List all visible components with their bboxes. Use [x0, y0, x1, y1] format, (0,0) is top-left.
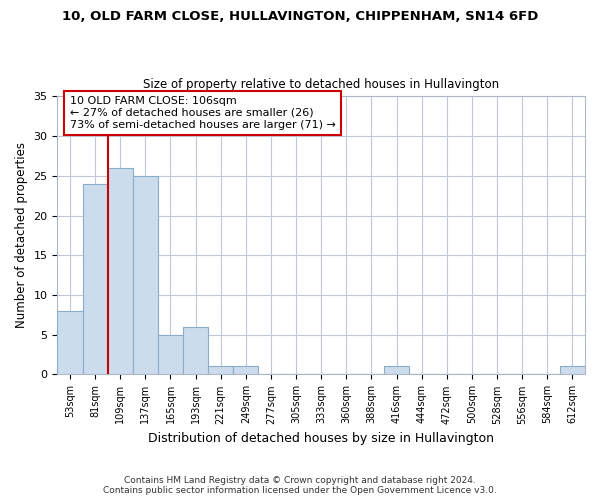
Y-axis label: Number of detached properties: Number of detached properties	[15, 142, 28, 328]
Bar	[560, 366, 585, 374]
X-axis label: Distribution of detached houses by size in Hullavington: Distribution of detached houses by size …	[148, 432, 494, 445]
Bar	[158, 334, 183, 374]
Text: 10 OLD FARM CLOSE: 106sqm
← 27% of detached houses are smaller (26)
73% of semi-: 10 OLD FARM CLOSE: 106sqm ← 27% of detac…	[70, 96, 336, 130]
Bar	[384, 366, 409, 374]
Bar	[133, 176, 158, 374]
Bar	[58, 311, 83, 374]
Text: 10, OLD FARM CLOSE, HULLAVINGTON, CHIPPENHAM, SN14 6FD: 10, OLD FARM CLOSE, HULLAVINGTON, CHIPPE…	[62, 10, 538, 23]
Bar	[107, 168, 133, 374]
Bar	[233, 366, 259, 374]
Text: Contains HM Land Registry data © Crown copyright and database right 2024.
Contai: Contains HM Land Registry data © Crown c…	[103, 476, 497, 495]
Title: Size of property relative to detached houses in Hullavington: Size of property relative to detached ho…	[143, 78, 499, 91]
Bar	[183, 327, 208, 374]
Bar	[208, 366, 233, 374]
Bar	[83, 184, 107, 374]
